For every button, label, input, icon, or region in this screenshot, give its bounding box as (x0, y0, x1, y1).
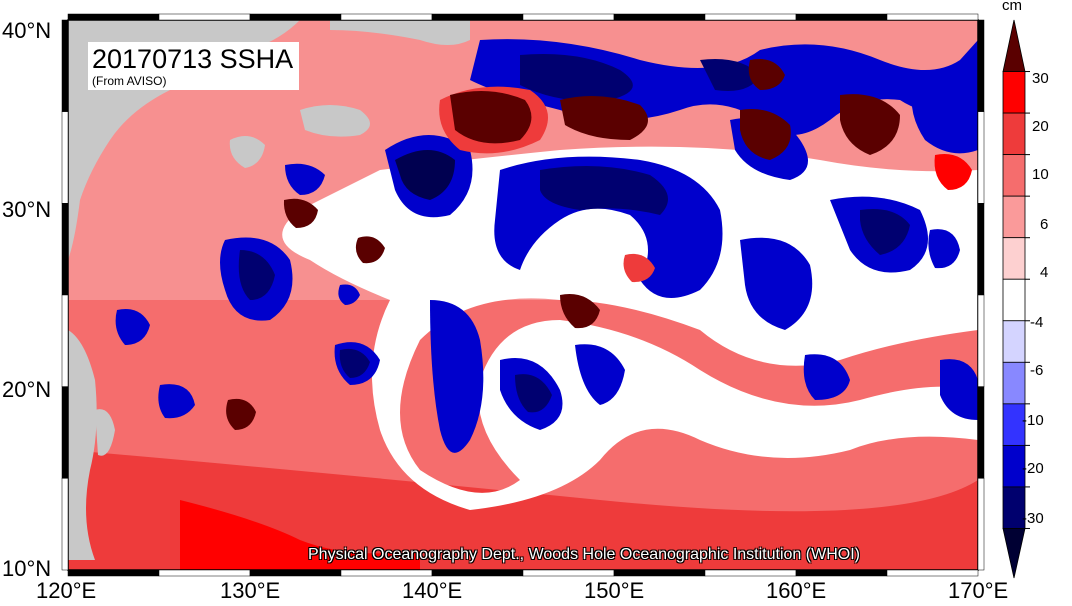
colorbar-swatch (1002, 19, 1026, 72)
frame-tick-bottom (340, 569, 433, 577)
colorbar-swatch (1002, 278, 1026, 322)
lat-label-30: 30°N (2, 197, 52, 222)
colorbar-label: -30 (1022, 510, 1044, 527)
colorbar-label: 10 (1032, 166, 1049, 183)
frame-tick-top (886, 13, 979, 21)
frame-tick-left (61, 111, 69, 204)
frame-tick-right (977, 294, 985, 387)
colorbar-label: -6 (1030, 362, 1044, 379)
lat-label-20: 20°N (2, 377, 52, 402)
frame-tick-bottom (795, 569, 888, 577)
colorbar-label: 20 (1032, 118, 1049, 135)
colorbar-label: -10 (1022, 412, 1044, 429)
ssha-field (68, 20, 978, 570)
frame-tick-right (977, 19, 985, 112)
lat-label-10: 10°N (2, 556, 52, 581)
frame-tick-left (61, 386, 69, 479)
frame-tick-bottom (886, 569, 979, 577)
frame-tick-top (340, 13, 433, 21)
lat-label-40: 40°N (2, 18, 52, 43)
frame-tick-bottom (249, 569, 342, 577)
frame-tick-left (61, 19, 69, 112)
colorbar (1002, 19, 1030, 579)
colorbar-label: 6 (1040, 216, 1049, 233)
frame-tick-bottom (67, 569, 160, 577)
frame-tick-top (795, 13, 888, 21)
frame-tick-top (158, 13, 251, 21)
title-box: 20170713 SSHA (From AVISO) (88, 42, 300, 90)
frame-tick-left (61, 478, 69, 571)
frame-tick-top (67, 13, 160, 21)
frame-tick-top (431, 13, 524, 21)
frame-tick-left (61, 203, 69, 296)
credit-text: Physical Oceanography Dept., Woods Hole … (308, 546, 860, 563)
colorbar-swatch (1002, 112, 1026, 156)
frame-tick-bottom (522, 569, 615, 577)
colorbar-label: -20 (1022, 460, 1044, 477)
lon-label-170: 170°E (948, 578, 1009, 603)
frame-tick-top (613, 13, 706, 21)
frame-tick-right (977, 111, 985, 204)
colorbar-swatch (1002, 320, 1026, 363)
frame-ticks (61, 13, 985, 577)
frame-tick-right (977, 478, 985, 571)
lon-label-150: 150°E (584, 578, 645, 603)
colorbar-swatch (1002, 195, 1026, 239)
frame-tick-bottom (158, 569, 251, 577)
colorbar-label: 30 (1032, 70, 1049, 87)
frame-tick-left (61, 294, 69, 387)
lon-label-140: 140°E (402, 578, 463, 603)
colorbar-swatch (1002, 154, 1026, 197)
frame-tick-bottom (613, 569, 706, 577)
frame-tick-top (249, 13, 342, 21)
colorbar-swatch (1002, 237, 1026, 280)
frame-tick-top (522, 13, 615, 21)
frame-tick-top (704, 13, 797, 21)
colorbar-swatch (1002, 71, 1026, 114)
colorbar-swatch (1002, 528, 1026, 579)
lon-label-130: 130°E (220, 578, 281, 603)
colorbar-unit: cm (1002, 0, 1022, 14)
frame-tick-right (977, 386, 985, 479)
colorbar-label: 4 (1040, 264, 1049, 281)
lon-label-160: 160°E (766, 578, 827, 603)
colorbar-swatch (1002, 361, 1026, 405)
map-subtitle: (From AVISO) (92, 74, 167, 88)
map-title: 20170713 SSHA (92, 44, 294, 74)
lon-label-120: 120°E (36, 578, 97, 603)
frame-tick-bottom (704, 569, 797, 577)
colorbar-label: -4 (1030, 314, 1044, 331)
frame-tick-right (977, 203, 985, 296)
frame-tick-bottom (431, 569, 524, 577)
